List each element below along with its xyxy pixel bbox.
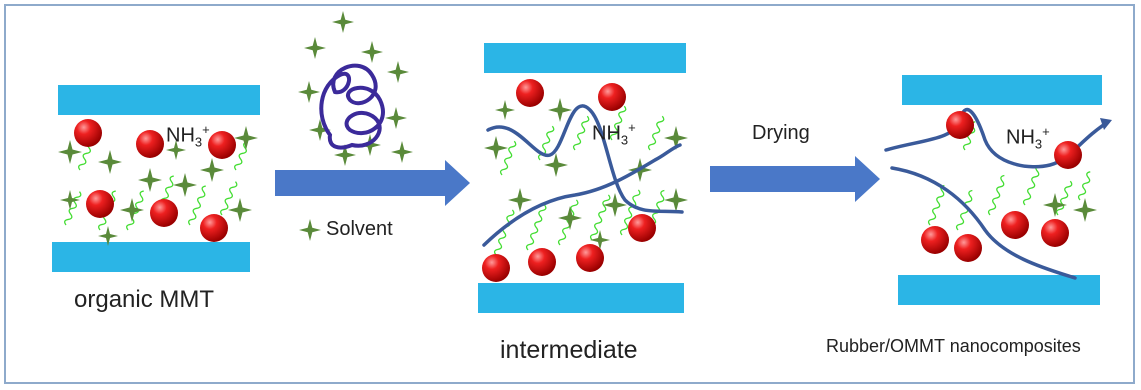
ammonium-balls bbox=[921, 111, 1082, 262]
solvent-legend-star bbox=[299, 219, 321, 241]
panel-nanocomposite bbox=[884, 75, 1112, 305]
panel-intermediate bbox=[478, 43, 688, 313]
solvent-stars bbox=[58, 126, 258, 246]
polymer-chains bbox=[482, 104, 684, 247]
ammonium-balls bbox=[74, 119, 236, 242]
ammonium-label: NH3+ bbox=[1006, 124, 1050, 152]
clay-layer-top bbox=[902, 75, 1102, 105]
clay-layer-bottom bbox=[478, 283, 684, 313]
chain-arrowhead bbox=[1100, 118, 1112, 130]
clay-layer-top bbox=[484, 43, 686, 73]
ammonium-balls bbox=[482, 79, 656, 282]
alkyl-chains bbox=[64, 141, 248, 231]
alkyl-chains bbox=[927, 121, 1091, 231]
arrow-2 bbox=[710, 156, 880, 202]
solvent-stars bbox=[1043, 193, 1097, 222]
ammonium-label: NH3+ bbox=[166, 122, 210, 150]
label-rubber-ommt: Rubber/OMMT nanocomposites bbox=[826, 336, 1081, 356]
label-organic-mmt: organic MMT bbox=[74, 286, 215, 313]
polymer-coil bbox=[298, 11, 413, 166]
solvent-stars bbox=[484, 98, 688, 250]
clay-layer-top bbox=[58, 85, 260, 115]
panel-organic-mmt bbox=[52, 85, 260, 272]
polymer-chains bbox=[884, 107, 1110, 280]
ammonium-label: NH3+ bbox=[592, 120, 636, 148]
label-intermediate: intermediate bbox=[500, 336, 638, 364]
arrow-1 bbox=[275, 160, 470, 206]
clay-layer-bottom bbox=[52, 242, 250, 272]
label-drying: Drying bbox=[752, 122, 810, 144]
clay-layer-bottom bbox=[898, 275, 1100, 305]
label-solvent: Solvent bbox=[326, 218, 393, 240]
